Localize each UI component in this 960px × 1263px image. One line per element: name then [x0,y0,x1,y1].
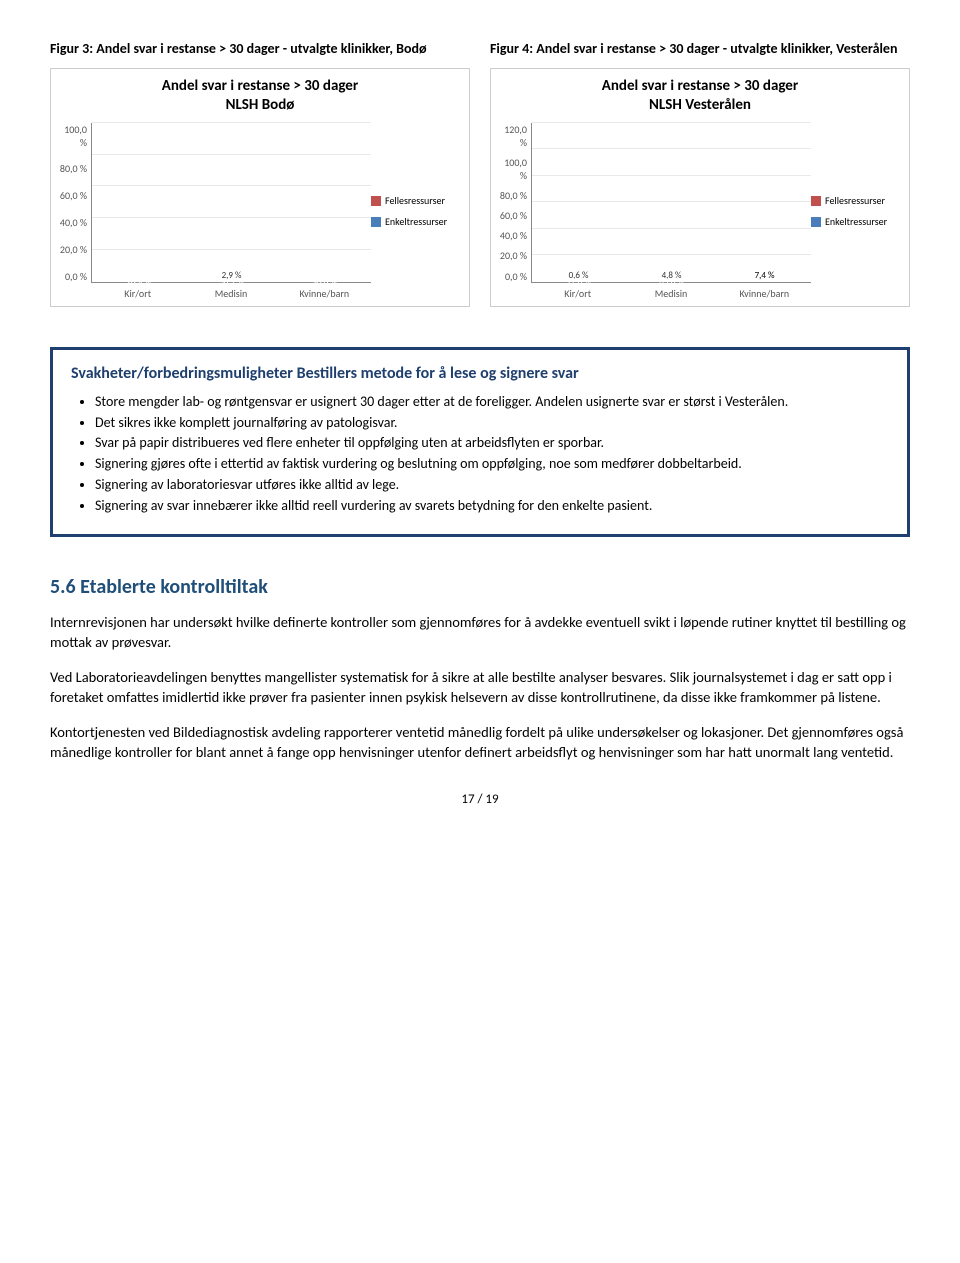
chart-right: Andel svar i restanse > 30 dagerNLSH Ves… [490,68,910,307]
section-p1: Internrevisjonen har undersøkt hvilke de… [50,613,910,652]
charts-row: Andel svar i restanse > 30 dagerNLSH Bod… [50,68,910,307]
bar-value-label: 85,8 % [659,277,683,286]
bar-group: 0,6 %97,0 % [532,123,625,282]
bar-group: 16,3 %20,2 % [92,123,185,282]
y-axis: 120,0 % 100,0 % 80,0 % 60,0 % 40,0 % 20,0 % 0,… [497,123,531,283]
y-tick-label: 80,0 % [57,162,87,175]
legend-label: Enkeltressurser [825,215,887,228]
y-tick-label: 0,0 % [57,270,87,283]
weaknesses-bullet: Signering av laboratoriesvar utføres ikk… [95,476,889,495]
bar-value-label: 2,9 % [222,271,242,280]
y-tick-label: 60,0 % [57,189,87,202]
legend-swatch [371,217,381,227]
bar-group: 30,0 %16,0 % [278,123,371,282]
bar-group: 4,8 %85,8 % [625,123,718,282]
y-tick-label: 40,0 % [497,229,527,242]
y-tick-label: 20,0 % [497,249,527,262]
y-tick-label: 60,0 % [497,209,527,222]
y-tick-label: 120,0 % [497,123,527,149]
weaknesses-bullet: Store mengder lab- og røntgensvar er usi… [95,393,889,412]
figure-titles-row: Figur 3: Andel svar i restanse > 30 dage… [50,40,910,58]
bar-value-label: 7,4 % [755,271,775,280]
y-tick-label: 40,0 % [57,216,87,229]
legend-label: Enkeltressurser [385,215,447,228]
legend-swatch [811,196,821,206]
legend-item-enkelt: Enkeltressurser [811,215,903,228]
legend-swatch [371,196,381,206]
legend-item-felles: Fellesressurser [371,194,463,207]
y-tick-label: 100,0 % [57,123,87,149]
legend-item-enkelt: Enkeltressurser [371,215,463,228]
y-axis: 100,0 % 80,0 % 60,0 % 40,0 % 20,0 % 0,0 % [57,123,91,283]
weaknesses-heading: Svakheter/forbedringsmuligheter Bestille… [71,364,889,383]
legend-label: Fellesressurser [825,194,885,207]
bar-value-label: 97,0 % [566,277,590,286]
plot-area: 16,3 %20,2 %38,1 %2,9 %30,0 %16,0 % [91,123,371,283]
legend-item-felles: Fellesressurser [811,194,903,207]
legend-label: Fellesressurser [385,194,445,207]
y-tick-label: 20,0 % [57,243,87,256]
y-tick-label: 100,0 % [497,156,527,182]
y-tick-label: 80,0 % [497,189,527,202]
chart-legend: Fellesressurser Enkeltressurser [811,123,903,300]
legend-swatch [811,217,821,227]
weaknesses-bullet: Signering av svar innebærer ikke alltid … [95,497,889,516]
chart-title: Andel svar i restanse > 30 dagerNLSH Ves… [497,77,903,115]
x-tick-label: Kvinne/barn [718,283,811,300]
weaknesses-box: Svakheter/forbedringsmuligheter Bestille… [50,347,910,537]
weaknesses-list: Store mengder lab- og røntgensvar er usi… [71,393,889,516]
bar-value-label: 16,0 % [312,277,336,286]
chart-left: Andel svar i restanse > 30 dagerNLSH Bod… [50,68,470,307]
section-p2: Ved Laboratorieavdelingen benyttes mange… [50,668,910,707]
section-p3: Kontortjenesten ved Bildediagnostisk avd… [50,723,910,762]
chart-legend: Fellesressurser Enkeltressurser [371,123,463,300]
plot-area: 0,6 %97,0 %4,8 %85,8 %7,4 %7,4 % [531,123,811,283]
bar-group: 7,4 %7,4 % [718,123,811,282]
figure-4-title: Figur 4: Andel svar i restanse > 30 dage… [490,40,910,58]
bar-group: 38,1 %2,9 % [185,123,278,282]
weaknesses-bullet: Signering gjøres ofte i ettertid av fakt… [95,455,889,474]
weaknesses-bullet: Svar på papir distribueres ved flere enh… [95,434,889,453]
section-heading: 5.6 Etablerte kontrolltiltak [50,575,910,599]
y-tick-label: 0,0 % [497,270,527,283]
page-number: 17 / 19 [50,792,910,807]
bar-value-label: 20,2 % [126,277,150,286]
weaknesses-bullet: Det sikres ikke komplett journalføring a… [95,414,889,433]
chart-title: Andel svar i restanse > 30 dagerNLSH Bod… [57,77,463,115]
figure-3-title: Figur 3: Andel svar i restanse > 30 dage… [50,40,470,58]
